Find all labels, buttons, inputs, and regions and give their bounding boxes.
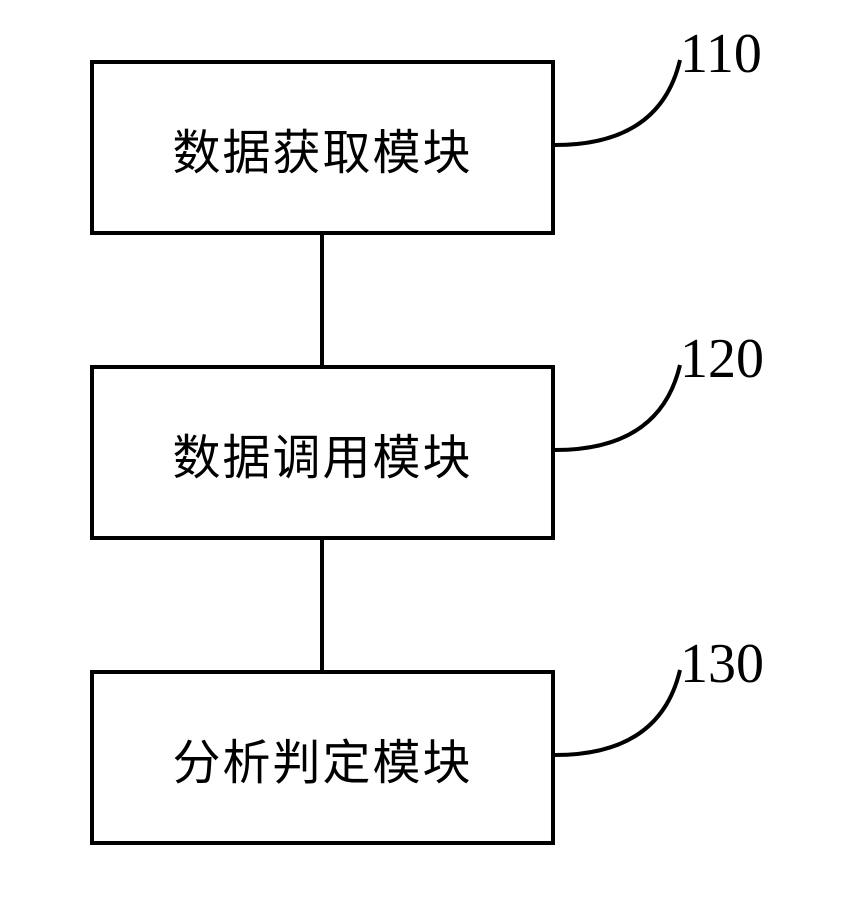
diagram-canvas: 数据获取模块 110 数据调用模块 120 分析判定模块 130 (0, 0, 843, 904)
leader-line (555, 365, 680, 450)
leader-line (555, 60, 680, 145)
node-label: 数据调用模块 (172, 418, 472, 488)
leader-line (555, 670, 680, 755)
node-data-call: 数据调用模块 (90, 365, 555, 540)
ref-label-130: 130 (680, 632, 764, 696)
node-label: 分析判定模块 (172, 723, 472, 793)
ref-label-110: 110 (680, 22, 762, 86)
node-data-acquisition: 数据获取模块 (90, 60, 555, 235)
ref-label-120: 120 (680, 327, 764, 391)
node-analysis-judgment: 分析判定模块 (90, 670, 555, 845)
node-label: 数据获取模块 (172, 113, 472, 183)
